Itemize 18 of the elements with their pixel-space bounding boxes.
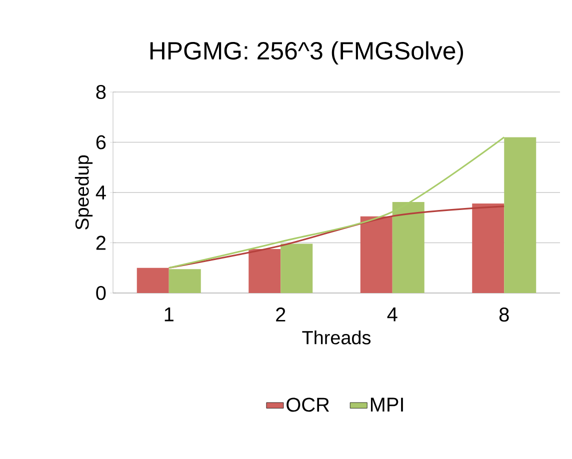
y-axis-title: Speedup: [74, 155, 93, 230]
chart-title: HPGMG: 256^3 (FMGSolve): [150, 41, 464, 65]
legend-label: MPI: [370, 398, 403, 412]
y-tick-label: 0: [96, 286, 106, 300]
bar: [248, 249, 281, 293]
x-tick-label: 8: [499, 308, 509, 322]
x-tick-label: 2: [276, 308, 286, 322]
y-tick-label: 6: [96, 135, 106, 150]
bar: [360, 216, 392, 293]
y-tick-label: 2: [96, 236, 106, 250]
y-tick-label: 8: [96, 84, 106, 100]
bar: [136, 268, 169, 293]
x-axis-title: Threads: [302, 330, 371, 344]
bar: [472, 204, 504, 293]
x-tick-label: 4: [387, 308, 398, 322]
x-tick-label: 1: [164, 308, 174, 322]
y-tick-label: 4: [96, 186, 106, 200]
legend-label: OCR: [286, 398, 330, 412]
